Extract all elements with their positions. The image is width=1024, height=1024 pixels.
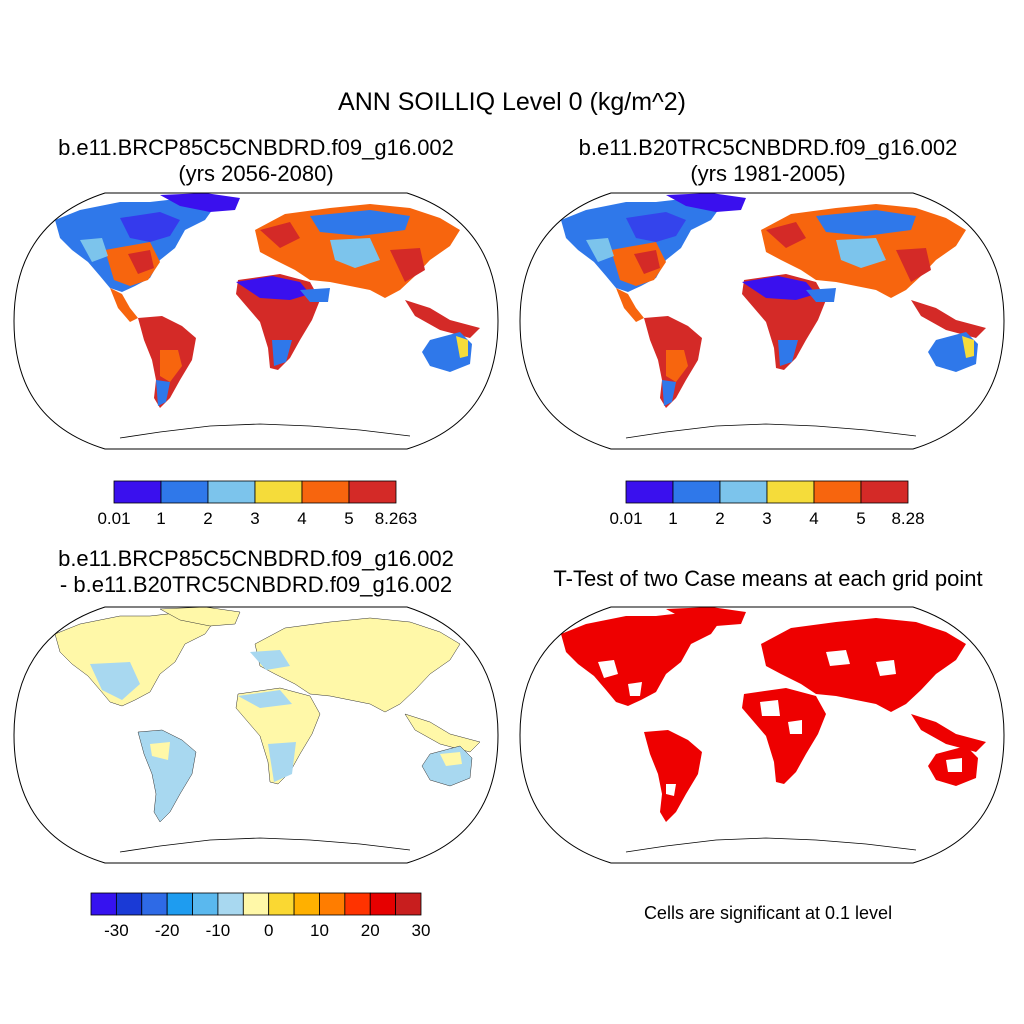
cb1-tick-label-2: 2 [203,509,212,528]
cb2-tick-label-4: 4 [809,509,818,528]
australia [422,332,472,372]
cb3-swatch-0 [90,892,117,916]
cb3-swatch-10 [344,892,371,916]
australia [928,746,978,786]
europe-asia [250,617,481,753]
africa [742,688,826,784]
cb3-tick-label-2: -10 [206,921,231,940]
africa [236,274,330,370]
panel1-case-name: b.e11.BRCP85C5CNBDRD.f09_g16.002 [58,135,454,160]
panel3-case-b: - b.e11.B20TRC5CNBDRD.f09_g16.002 [59,572,453,597]
cb2-tick-label-0: 0.01 [609,509,642,528]
cb1-tick-label-4: 4 [297,509,306,528]
significance-note: Cells are significant at 0.1 level [643,903,893,923]
cb3-swatch-5 [217,892,244,916]
cb3-swatch-11 [369,892,397,916]
cb3-tick-label-5: 20 [361,921,380,940]
map-difference [13,606,499,864]
cb3-tick-label-3: 0 [264,921,273,940]
cb1-swatch-1 [160,480,209,504]
cb1-swatch-0 [113,480,162,504]
panel2-years: (yrs 1981-2005) [690,161,846,186]
cb1-tick-label-1: 1 [156,509,165,528]
panel3-case-a: b.e11.BRCP85C5CNBDRD.f09_g16.002 [58,546,454,571]
antarctica-outline [625,837,917,853]
cb2-swatch-5 [860,480,909,504]
map-rcp85-soilliq [13,192,499,450]
cb2-tick-label-1: 1 [668,509,677,528]
main-title: ANN SOILLIQ Level 0 (kg/m^2) [338,88,686,116]
south-america [138,316,196,408]
antarctica-outline [119,423,411,439]
panel2-case-name: b.e11.B20TRC5CNBDRD.f09_g16.002 [578,135,958,160]
cb1-tick-label-3: 3 [250,509,259,528]
cb3-swatch-2 [141,892,168,916]
antarctica-outline [625,423,917,439]
cb2-swatch-2 [719,480,768,504]
colorbar-historical: 0.01 1 2 3 4 5 8.28 [609,480,925,528]
cb3-swatch-7 [268,892,295,916]
europe-asia [761,618,986,752]
cb2-swatch-0 [625,480,674,504]
panel1-title: b.e11.BRCP85C5CNBDRD.f09_g16.002 (yrs 20… [0,135,512,187]
north-america [55,193,240,322]
cb2-swatch-3 [766,480,815,504]
colorbar-difference: -30 -20 -10 0 10 20 30 [90,892,430,940]
africa [742,274,836,370]
south-america [137,729,197,823]
cb3-swatch-6 [242,892,270,916]
panel2-title: b.e11.B20TRC5CNBDRD.f09_g16.002 (yrs 198… [512,135,1024,187]
cb1-swatch-3 [254,480,303,504]
cb3-swatch-9 [319,892,346,916]
cb3-tick-label-4: 10 [310,921,329,940]
cb2-swatch-4 [813,480,862,504]
cb3-tick-label-1: -20 [155,921,180,940]
cb3-swatch-1 [115,892,143,916]
cb3-swatch-4 [192,892,219,916]
panel3-title: b.e11.BRCP85C5CNBDRD.f09_g16.002 - b.e11… [0,546,512,598]
cb1-tick-label-0: 0.01 [97,509,130,528]
europe-asia [761,204,986,338]
australia [928,332,978,372]
map-historical-soilliq [519,192,1005,450]
africa [235,687,321,785]
cb3-tick-label-0: -30 [104,921,129,940]
north-america [561,607,746,706]
europe-asia [255,204,480,338]
panel4-ttest-title: T-Test of two Case means at each grid po… [553,566,983,591]
cb2-tick-label-2: 2 [715,509,724,528]
cb1-swatch-2 [207,480,256,504]
antarctica-outline [119,837,411,853]
map-ttest-significance [519,606,1005,864]
colorbar-rcp85: 0.01 1 2 3 4 5 8.263 [97,480,417,528]
north-america [561,193,746,322]
cb2-tick-label-6: 8.28 [891,509,924,528]
cb3-swatch-8 [293,892,320,916]
australia [421,745,473,787]
cb3-swatch-3 [166,892,193,916]
south-america [644,730,702,822]
panel1-years: (yrs 2056-2080) [178,161,334,186]
cb2-tick-label-3: 3 [762,509,771,528]
south-america [644,316,702,408]
cb3-tick-label-6: 30 [412,921,431,940]
north-america [54,607,241,707]
panel4-title: T-Test of two Case means at each grid po… [512,566,1024,592]
cb1-swatch-5 [348,480,397,504]
cb1-swatch-4 [301,480,350,504]
cb2-tick-label-5: 5 [856,509,865,528]
cb1-tick-label-5: 5 [344,509,353,528]
cb1-tick-label-6: 8.263 [375,509,418,528]
cb2-swatch-1 [672,480,721,504]
cb3-swatch-12 [395,892,422,916]
